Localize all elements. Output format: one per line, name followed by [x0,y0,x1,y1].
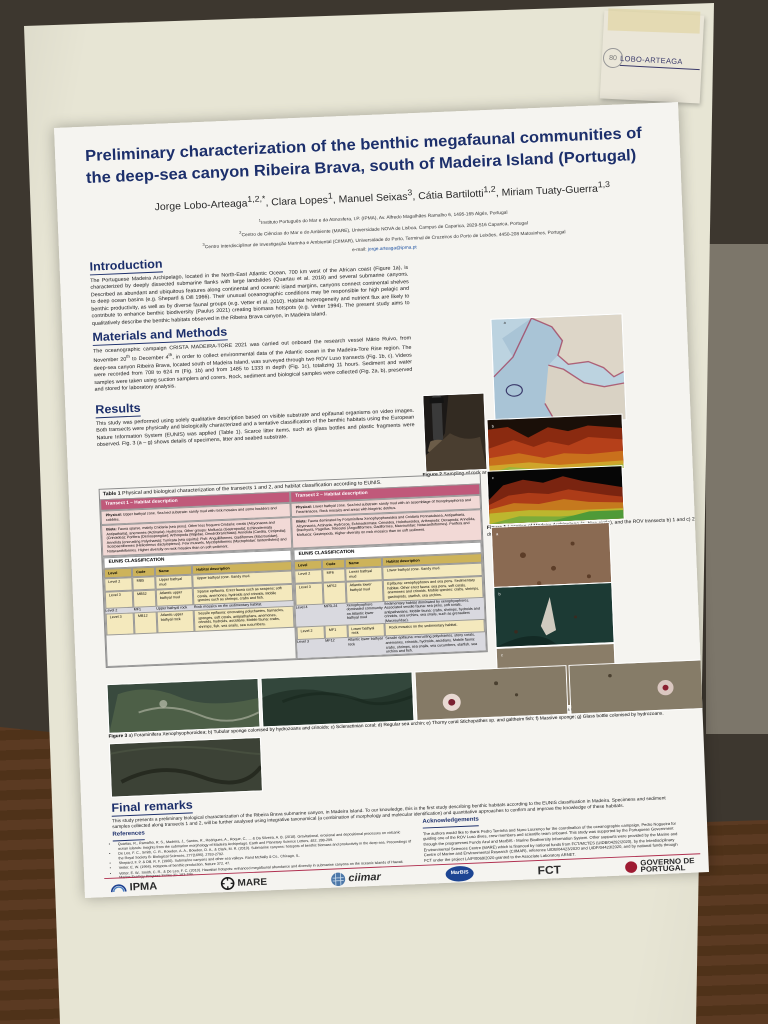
svg-text:MarBIS: MarBIS [450,870,469,877]
svg-text:c: c [501,652,503,657]
svg-text:c: c [492,475,494,480]
